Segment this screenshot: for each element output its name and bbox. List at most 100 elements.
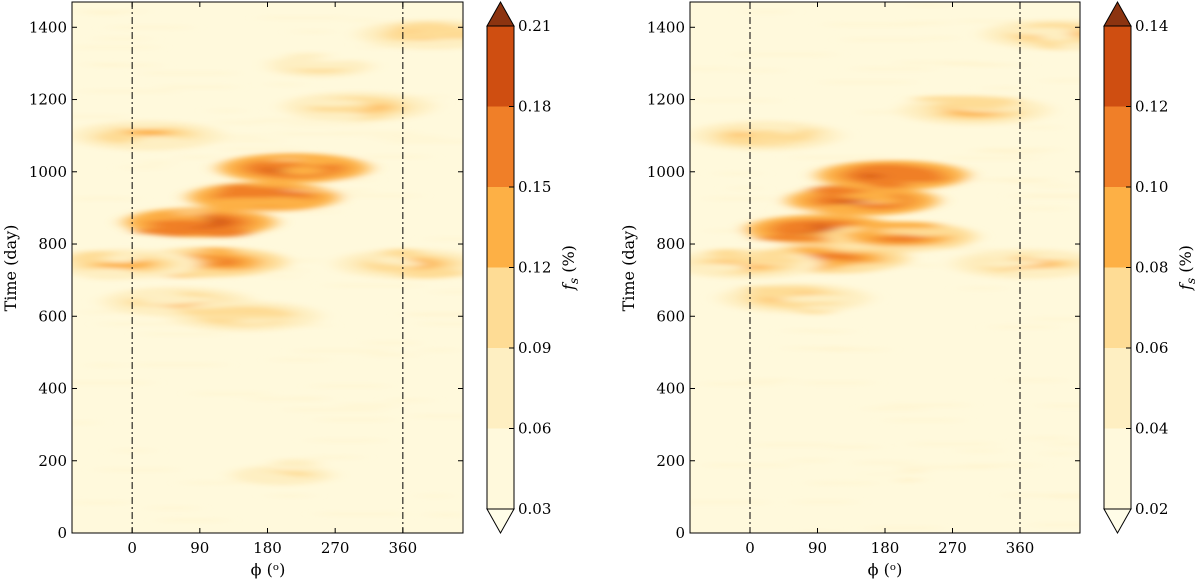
colorbar-tick-label: 0.06 [518, 420, 551, 438]
heat-line [912, 4, 946, 6]
heat-line [178, 135, 264, 138]
heat-line [709, 230, 745, 232]
heat-line [886, 404, 965, 406]
heat-line [84, 311, 170, 313]
heat-line [1024, 195, 1080, 198]
heat-line [908, 22, 949, 24]
heat-line [1007, 494, 1080, 497]
heat-line [162, 86, 234, 88]
heat-line [315, 385, 386, 387]
heat-line [296, 31, 331, 33]
heat-line [388, 140, 463, 143]
y-tick-label: 600 [656, 307, 685, 325]
y-tick-label: 200 [656, 452, 685, 470]
colorbar-segment [487, 267, 514, 348]
colorbar: 0.02 0.04 0.06 0.08 0.10 0.12 0.14 fs (%) [1103, 0, 1198, 535]
heat-line [341, 404, 396, 407]
heat-streak [288, 52, 329, 59]
heat-line [429, 238, 463, 240]
heat-streak [802, 305, 840, 312]
heat-line [309, 456, 359, 459]
y-tick-label: 0 [675, 524, 685, 542]
heat-line [218, 121, 264, 124]
heat-line [948, 157, 1035, 159]
heat-line [421, 322, 463, 325]
heat-line [97, 37, 147, 40]
heat-line [195, 316, 282, 318]
colorbar-tick-label: 0.09 [518, 339, 551, 357]
y-axis-label: Time (day) [619, 225, 638, 312]
heat-line [738, 69, 782, 72]
colorbar-segment [1104, 348, 1131, 429]
heat-line [99, 468, 174, 471]
heat-line [754, 444, 830, 446]
y-tick-label: 1200 [29, 91, 67, 109]
heat-line [869, 527, 939, 529]
y-tick-label: 1000 [647, 163, 685, 181]
heat-streak [726, 256, 805, 265]
heat-streak [901, 228, 953, 237]
heat-line [346, 272, 407, 274]
heat-line [796, 501, 854, 503]
heat-line [103, 323, 181, 325]
y-ticks: 0 200 400 600 800 1000 1200 1400 [29, 18, 463, 542]
y-tick-label: 0 [57, 524, 67, 542]
heat-line [973, 64, 1023, 66]
heat-line [143, 333, 221, 335]
colorbar-tick-label: 0.21 [518, 17, 551, 35]
y-tick-label: 1200 [647, 91, 685, 109]
x-tick-label: 360 [1006, 539, 1035, 557]
heat-line [405, 313, 463, 316]
heat-line [849, 246, 942, 248]
heat-line [1012, 379, 1063, 382]
heat-line [828, 446, 875, 448]
heat-line [72, 115, 127, 118]
heat-line [747, 11, 788, 13]
heat-line [987, 29, 1075, 32]
heat-line [690, 257, 725, 259]
heat-streak [271, 458, 319, 469]
heat-line [88, 130, 120, 132]
heat-line [1044, 80, 1080, 82]
x-axis-label: ϕ (ᵒ) [251, 560, 286, 579]
heat-line [708, 197, 774, 200]
heat-line [116, 449, 151, 452]
heat-line [823, 81, 912, 84]
heat-streak [743, 291, 801, 299]
colorbar-tick-label: 0.18 [518, 98, 551, 116]
x-ticks: 0 90 180 270 360 [127, 2, 417, 557]
heat-line [1049, 443, 1080, 445]
heat-line [319, 418, 390, 421]
heat-streak [135, 227, 208, 235]
heat-line [424, 349, 455, 352]
heat-line [694, 100, 777, 102]
heat-line [372, 136, 441, 139]
heat-line [787, 347, 853, 350]
y-tick-label: 200 [38, 452, 67, 470]
heat-line [827, 23, 919, 26]
heat-streak [253, 196, 312, 207]
y-tick-label: 400 [38, 380, 67, 398]
colorbar-extend-max [486, 0, 515, 27]
y-tick-label: 800 [656, 235, 685, 253]
heat-streak [791, 246, 830, 253]
heat-line [266, 275, 297, 278]
colorbar-segment [1104, 187, 1131, 268]
heat-line [899, 61, 977, 64]
heat-streak [371, 255, 411, 265]
heat-line [176, 213, 204, 215]
heat-line [298, 350, 387, 352]
heat-line [820, 348, 886, 351]
heat-line [736, 285, 793, 287]
heat-line [1025, 437, 1069, 439]
heat-line [864, 264, 939, 267]
heat-streak [84, 268, 136, 277]
heat-line [340, 195, 416, 197]
heat-line [142, 72, 234, 74]
colorbar-segment [487, 106, 514, 187]
heat-line [1031, 318, 1080, 320]
colorbar-label: fs (%) [559, 245, 581, 291]
colorbar-segment [487, 26, 514, 107]
x-ticks: 0 90 180 270 360 [745, 2, 1034, 557]
heat-line [270, 494, 310, 497]
